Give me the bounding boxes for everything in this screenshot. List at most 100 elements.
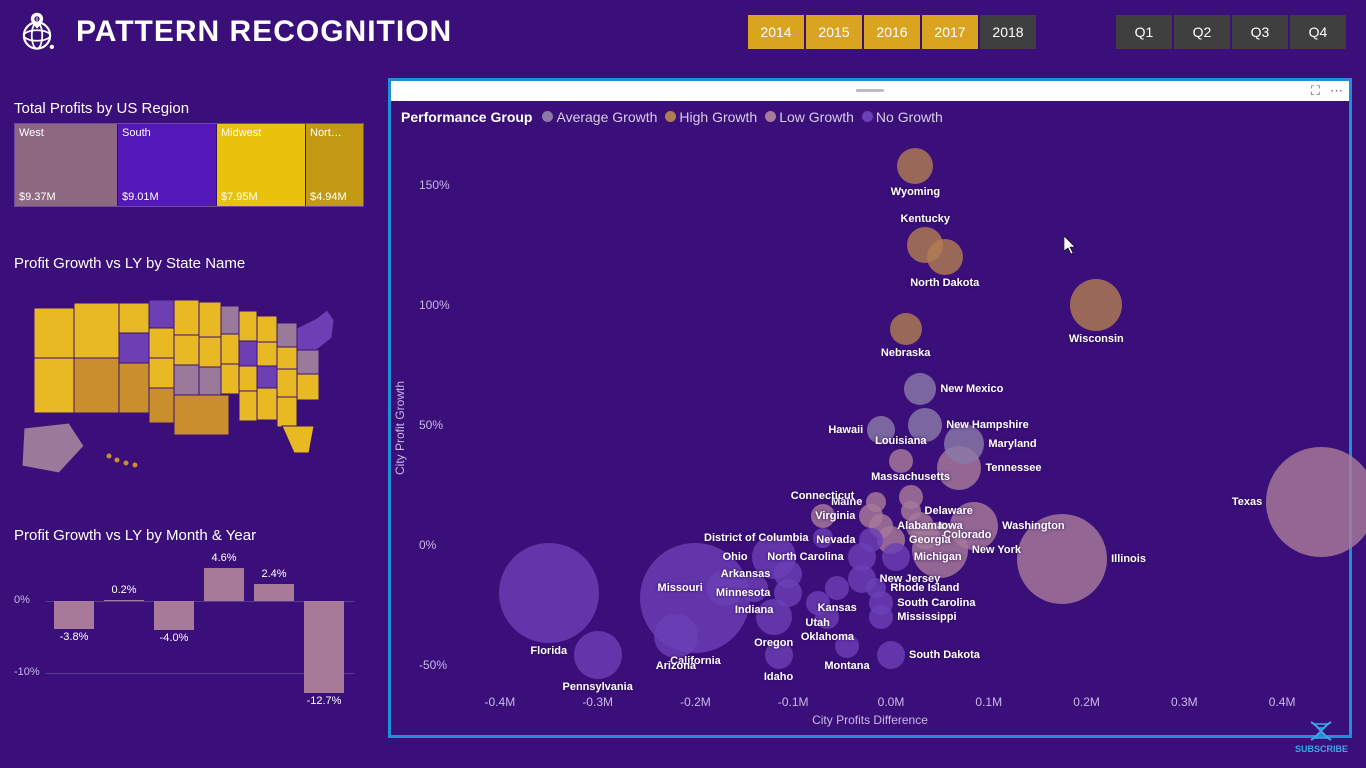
- legend-item[interactable]: Low Growth: [765, 109, 854, 125]
- more-options-icon[interactable]: ⋯: [1330, 83, 1343, 99]
- scatter-bubble[interactable]: [867, 416, 895, 444]
- globe-pin-icon: $: [16, 11, 58, 53]
- scatter-bubble-label: Mississippi: [897, 611, 956, 623]
- scatter-bubble[interactable]: [707, 570, 743, 606]
- scatter-bubble[interactable]: [1017, 514, 1107, 604]
- scatter-bubble[interactable]: [813, 528, 833, 548]
- subscribe-badge[interactable]: SUBSCRIBE: [1295, 720, 1348, 754]
- drag-handle-icon[interactable]: [856, 89, 884, 92]
- year-button-2018[interactable]: 2018: [980, 15, 1036, 49]
- quarter-button-Q2[interactable]: Q2: [1174, 15, 1230, 49]
- scatter-bubble[interactable]: [866, 492, 886, 512]
- page-title: PATTERN RECOGNITION: [76, 15, 452, 49]
- scatter-bubble[interactable]: [877, 641, 905, 669]
- scatter-bubble-label: Kentucky: [900, 213, 950, 225]
- scatter-x-tick: 0.0M: [878, 695, 905, 709]
- barchart-bar-label: 4.6%: [199, 552, 249, 564]
- legend-item[interactable]: High Growth: [665, 109, 757, 125]
- barchart-bar[interactable]: [104, 600, 144, 601]
- scatter-legend[interactable]: Performance Group Average GrowthHigh Gro…: [391, 101, 1349, 125]
- barchart-bar-label: -4.0%: [149, 632, 199, 644]
- treemap-cell[interactable]: West$9.37M: [15, 124, 118, 206]
- year-button-2016[interactable]: 2016: [864, 15, 920, 49]
- scatter-bubble-label: Maryland: [988, 438, 1036, 450]
- barchart-y-tick: 0%: [14, 594, 30, 606]
- quarter-button-Q3[interactable]: Q3: [1232, 15, 1288, 49]
- scatter-bubble-label: Nebraska: [881, 347, 931, 359]
- scatter-plot[interactable]: City Profit Growth City Profits Differen…: [401, 131, 1339, 725]
- barchart-profit-growth-month[interactable]: 0%-10%-3.8%0.2%-4.0%4.6%2.4%-12.7%: [14, 550, 354, 710]
- barchart-bar[interactable]: [54, 601, 94, 628]
- y-axis-title: City Profit Growth: [393, 381, 407, 475]
- visual-header[interactable]: ⛶ ⋯: [391, 81, 1349, 101]
- barchart-bar[interactable]: [154, 601, 194, 630]
- scatter-bubble[interactable]: [889, 449, 913, 473]
- scatter-bubble[interactable]: [574, 631, 622, 679]
- scatter-bubble[interactable]: [774, 579, 802, 607]
- scatter-bubble[interactable]: [654, 614, 698, 658]
- treemap-cell-label: Nort…: [310, 127, 342, 139]
- scatter-bubble[interactable]: [869, 605, 893, 629]
- scatter-bubble-label: South Carolina: [897, 597, 975, 609]
- treemap-cell[interactable]: Nort… $4.94M: [306, 124, 363, 206]
- barchart-bar-label: 2.4%: [249, 568, 299, 580]
- scatter-bubble[interactable]: [908, 408, 942, 442]
- year-button-2014[interactable]: 2014: [748, 15, 804, 49]
- legend-item[interactable]: No Growth: [862, 109, 943, 125]
- quarter-button-Q4[interactable]: Q4: [1290, 15, 1346, 49]
- scatter-bubble-label: Hawaii: [828, 424, 863, 436]
- treemap-profits-by-region[interactable]: West$9.37M South $9.01M Midwest$7.95M Nort… $…: [14, 123, 364, 207]
- scatter-bubble[interactable]: [890, 313, 922, 345]
- treemap-cell[interactable]: Midwest$7.95M: [217, 124, 306, 206]
- year-slicer: 20142015201620172018: [748, 15, 1036, 49]
- scatter-bubble[interactable]: [765, 641, 793, 669]
- barchart-bar-label: -3.8%: [49, 631, 99, 643]
- scatter-bubble-label: Wyoming: [891, 186, 940, 198]
- dna-icon: [1307, 720, 1335, 742]
- scatter-bubble[interactable]: [815, 605, 839, 629]
- scatter-x-tick: -0.3M: [582, 695, 613, 709]
- treemap-cell-value: $4.94M: [310, 191, 347, 203]
- scatter-bubble[interactable]: [740, 574, 768, 602]
- scatter-bubble-label: Illinois: [1111, 553, 1146, 565]
- barchart-bar[interactable]: [254, 584, 294, 601]
- scatter-bubble[interactable]: [927, 239, 963, 275]
- scatter-bubble[interactable]: [1266, 447, 1366, 557]
- treemap-cell-label: South: [122, 127, 151, 139]
- scatter-bubble-label: Florida: [530, 645, 567, 657]
- quarter-button-Q1[interactable]: Q1: [1116, 15, 1172, 49]
- scatter-bubble[interactable]: [499, 543, 599, 643]
- quarter-slicer: Q1Q2Q3Q4: [1116, 15, 1346, 49]
- scatter-x-tick: 0.4M: [1269, 695, 1296, 709]
- scatter-bubble[interactable]: [904, 373, 936, 405]
- scatter-y-tick: 50%: [419, 418, 443, 432]
- barchart-bar[interactable]: [304, 601, 344, 692]
- treemap-cell-value: $9.01M: [122, 191, 159, 203]
- focus-mode-icon[interactable]: ⛶: [1311, 83, 1320, 99]
- year-button-2015[interactable]: 2015: [806, 15, 862, 49]
- scatter-bubble[interactable]: [882, 543, 910, 571]
- barchart-bar[interactable]: [204, 568, 244, 601]
- scatter-bubble-label: Arizona: [656, 660, 696, 672]
- year-button-2017[interactable]: 2017: [922, 15, 978, 49]
- treemap-cell[interactable]: South $9.01M: [118, 124, 217, 206]
- scatter-bubble-label: New Mexico: [940, 383, 1003, 395]
- barchart-bar-label: 0.2%: [99, 584, 149, 596]
- barchart-title: Profit Growth vs LY by Month & Year: [14, 527, 374, 544]
- scatter-y-tick: -50%: [419, 658, 447, 672]
- scatter-bubble[interactable]: [835, 634, 859, 658]
- legend-item[interactable]: Average Growth: [542, 109, 657, 125]
- scatter-bubble[interactable]: [1070, 279, 1122, 331]
- scatter-bubble[interactable]: [901, 501, 921, 521]
- scatter-bubble[interactable]: [811, 504, 835, 528]
- scatter-bubble-label: Tennessee: [985, 462, 1041, 474]
- treemap-title: Total Profits by US Region: [14, 100, 374, 117]
- scatter-bubble-label: Montana: [824, 660, 869, 672]
- scatter-x-tick: -0.2M: [680, 695, 711, 709]
- scatter-bubble[interactable]: [897, 148, 933, 184]
- scatter-bubble-label: North Dakota: [910, 277, 979, 289]
- scatter-bubble[interactable]: [950, 502, 998, 550]
- us-choropleth-map[interactable]: [14, 278, 344, 488]
- scatter-bubble[interactable]: [825, 576, 849, 600]
- scatter-bubble-label: Maine: [831, 496, 862, 508]
